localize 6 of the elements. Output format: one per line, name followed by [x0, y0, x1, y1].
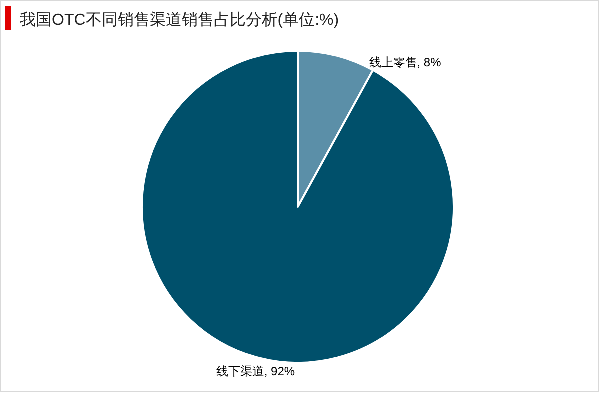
- data-label: , 8%: [417, 55, 442, 70]
- slice-label: 线下渠道: [216, 364, 264, 379]
- data-label: , 92%: [264, 364, 296, 379]
- pie-slice: [141, 50, 455, 364]
- chart-title: 我国OTC不同销售渠道销售占比分析(单位:%): [20, 11, 340, 29]
- slice-label: 线上零售: [369, 55, 418, 70]
